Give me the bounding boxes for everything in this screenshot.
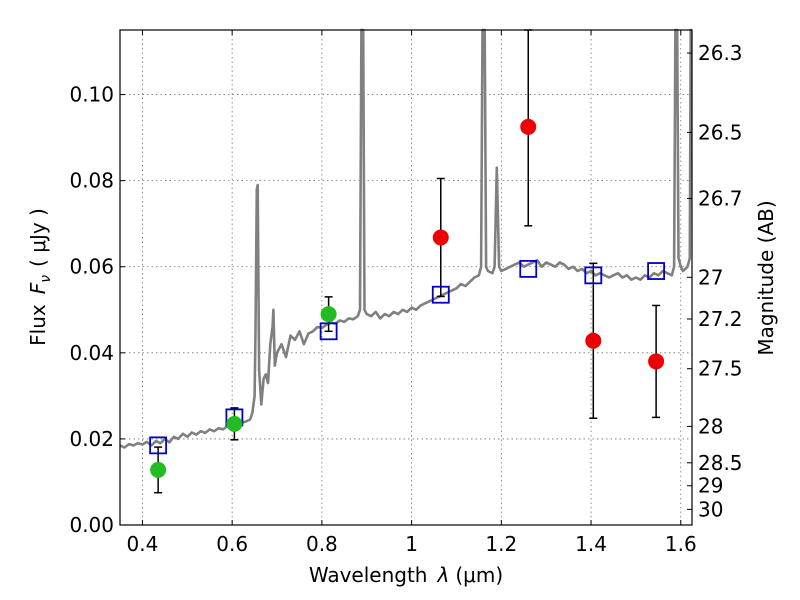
y-axis: 0.00 0.02 0.04 0.06 0.08 0.10	[69, 83, 125, 537]
y-tick-label: 0.08	[69, 169, 114, 193]
magnitude-tick-label: 29	[698, 474, 723, 498]
detection-point	[226, 415, 243, 432]
nondetection-point	[585, 332, 602, 349]
magnitude-tick-label: 26.3	[698, 41, 743, 65]
detection-point	[150, 461, 167, 478]
magnitude-tick-label: 28	[698, 414, 723, 438]
model-point	[319, 322, 338, 341]
y-axis-label: FluxFν( μJy )	[26, 208, 54, 346]
magnitude-tick-label: 28.5	[698, 451, 743, 475]
x-tick-label: 0.8	[306, 532, 338, 556]
x-tick-label: 1.4	[575, 532, 607, 556]
x-axis-label: Wavelength λ (μm)	[309, 563, 503, 587]
model-points	[149, 259, 666, 455]
y-tick-label: 0.04	[69, 341, 114, 365]
plot-background	[120, 30, 692, 525]
model-point	[647, 262, 666, 280]
magnitude-tick-label: 30	[698, 497, 723, 521]
y-tick-label: 0.10	[69, 83, 114, 107]
right-axis-label: Magnitude (AB)	[754, 200, 778, 355]
nondetections	[432, 118, 665, 370]
detections	[150, 306, 337, 478]
x-tick-label: 0.6	[216, 532, 248, 556]
x-tick-label: 1	[405, 532, 418, 556]
magnitude-tick-label: 26.5	[698, 120, 743, 144]
model-point	[519, 259, 538, 278]
nondetection-point	[432, 229, 449, 246]
x-axis: 0.4 0.6 0.8 1 1.2 1.4 1.6	[127, 30, 697, 556]
model-point	[149, 436, 168, 455]
magnitude-tick-label: 27	[698, 265, 723, 289]
y-tick-label: 0.06	[69, 255, 114, 279]
x-tick-label: 0.4	[127, 532, 159, 556]
nondetection-point	[520, 118, 537, 135]
magnitude-tick-label: 27.5	[698, 357, 743, 381]
magnitude-tick-label: 26.7	[698, 186, 743, 210]
model-point	[584, 266, 603, 285]
x-tick-label: 1.6	[665, 532, 697, 556]
x-tick-label: 1.2	[485, 532, 517, 556]
model-point	[431, 285, 450, 304]
detection-point	[320, 306, 337, 323]
magnitude-tick-label: 27.2	[698, 307, 743, 331]
nondetection-point	[648, 353, 665, 370]
y-tick-label: 0.00	[69, 513, 114, 537]
y-tick-label: 0.02	[69, 427, 114, 451]
